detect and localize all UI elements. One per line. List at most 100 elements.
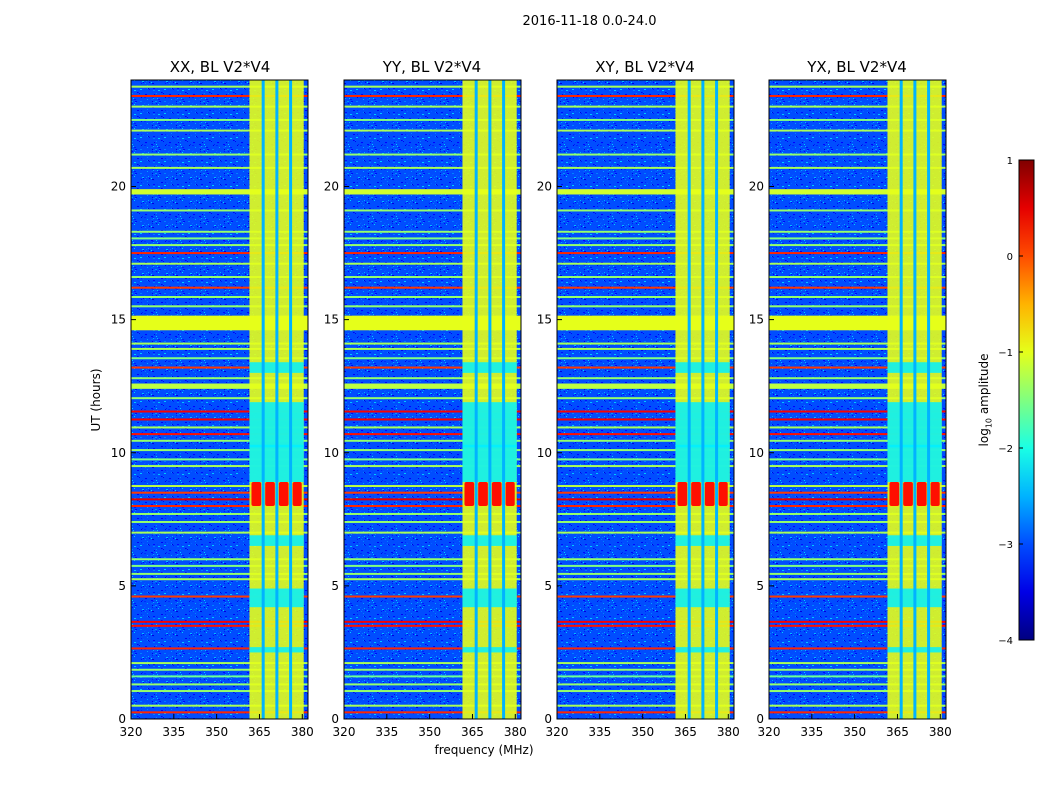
x-tick-label: 320 bbox=[120, 725, 143, 739]
rfi-line bbox=[131, 366, 308, 369]
rfi-line bbox=[131, 244, 308, 247]
rfi-line bbox=[557, 244, 734, 247]
rfi-line bbox=[344, 85, 521, 88]
rfi-line bbox=[344, 410, 521, 413]
channel-gap bbox=[275, 80, 279, 719]
channel-gap bbox=[899, 80, 903, 719]
channel-gap bbox=[502, 80, 506, 719]
rfi-line bbox=[131, 578, 308, 581]
rfi-line bbox=[344, 118, 521, 121]
rfi-line bbox=[131, 305, 308, 308]
rfi-line bbox=[344, 465, 521, 468]
rfi-line bbox=[769, 531, 946, 534]
rfi-line bbox=[131, 449, 308, 452]
rfi-band bbox=[344, 383, 521, 389]
x-tick-label: 365 bbox=[461, 725, 484, 739]
rfi-line bbox=[344, 237, 521, 240]
rfi-band bbox=[344, 189, 521, 195]
rfi-line bbox=[557, 105, 734, 108]
rfi-line bbox=[344, 491, 521, 494]
x-tick-label: 380 bbox=[291, 725, 314, 739]
rfi-line bbox=[557, 230, 734, 233]
rfi-line bbox=[557, 620, 734, 623]
rfi-line bbox=[131, 377, 308, 380]
y-tick-label: 10 bbox=[537, 446, 552, 460]
rfi-line bbox=[131, 465, 308, 468]
y-tick-label: 10 bbox=[749, 446, 764, 460]
rfi-line bbox=[769, 505, 946, 507]
rfi-line bbox=[344, 505, 521, 507]
rfi-line bbox=[344, 295, 521, 298]
rfi-line bbox=[557, 433, 734, 436]
rfi-line bbox=[557, 439, 734, 442]
y-tick-label: 0 bbox=[331, 712, 339, 726]
rfi-line bbox=[557, 505, 734, 507]
rfi-line bbox=[769, 578, 946, 581]
rfi-line bbox=[131, 704, 308, 707]
rfi-line bbox=[769, 105, 946, 108]
hot-block bbox=[677, 482, 688, 506]
rfi-line bbox=[769, 558, 946, 561]
rfi-line bbox=[769, 357, 946, 360]
rfi-line bbox=[557, 357, 734, 360]
rfi-line bbox=[769, 449, 946, 452]
rfi-line bbox=[131, 711, 308, 714]
rfi-line bbox=[131, 498, 308, 501]
rfi-line bbox=[344, 647, 521, 650]
rfi-line bbox=[131, 129, 308, 132]
x-tick-label: 365 bbox=[886, 725, 909, 739]
y-tick-label: 15 bbox=[749, 313, 764, 327]
y-tick-label: 5 bbox=[118, 579, 126, 593]
rfi-line bbox=[131, 595, 308, 598]
rfi-line bbox=[344, 166, 521, 169]
y-tick-label: 5 bbox=[756, 579, 764, 593]
rfi-line bbox=[344, 572, 521, 575]
rfi-line bbox=[131, 662, 308, 665]
rfi-line bbox=[769, 347, 946, 350]
rfi-line bbox=[344, 426, 521, 429]
y-tick-label: 15 bbox=[537, 313, 552, 327]
x-tick-label: 335 bbox=[588, 725, 611, 739]
rfi-line bbox=[557, 449, 734, 452]
rfi-line bbox=[131, 572, 308, 575]
rfi-line bbox=[344, 129, 521, 132]
rfi-line bbox=[344, 620, 521, 623]
x-tick-label: 380 bbox=[504, 725, 527, 739]
hot-block bbox=[464, 482, 475, 506]
rfi-line bbox=[344, 305, 521, 308]
panel-2: 320 335 350 365 380 0 5 10 15 20 bbox=[537, 79, 740, 739]
rfi-line bbox=[557, 237, 734, 240]
colorbar bbox=[1018, 159, 1035, 641]
y-tick-label: 20 bbox=[111, 180, 126, 194]
rfi-line bbox=[557, 153, 734, 156]
rfi-band bbox=[131, 189, 308, 195]
rfi-line bbox=[344, 252, 521, 255]
channel-gap bbox=[261, 80, 265, 719]
rfi-line bbox=[557, 252, 734, 255]
rfi-line bbox=[131, 347, 308, 350]
panel-3: 320 335 350 365 380 0 5 10 15 20 bbox=[749, 79, 952, 739]
rfi-line bbox=[344, 286, 521, 289]
rfi-line bbox=[769, 520, 946, 523]
colorbar-tick-label: −1 bbox=[998, 348, 1013, 359]
rfi-line bbox=[344, 209, 521, 212]
x-tick-label: 335 bbox=[162, 725, 185, 739]
rfi-line bbox=[769, 620, 946, 623]
rfi-line bbox=[344, 377, 521, 380]
y-tick-label: 10 bbox=[324, 446, 339, 460]
rfi-line bbox=[344, 564, 521, 567]
y-tick-label: 20 bbox=[537, 180, 552, 194]
channel-gap bbox=[474, 80, 478, 719]
rfi-line bbox=[769, 433, 946, 436]
rfi-line bbox=[344, 433, 521, 436]
rfi-line bbox=[769, 366, 946, 369]
rfi-line bbox=[769, 624, 946, 627]
rfi-line bbox=[557, 85, 734, 88]
rfi-line bbox=[557, 305, 734, 308]
rfi-line bbox=[131, 237, 308, 240]
rfi-line bbox=[131, 295, 308, 298]
rfi-line bbox=[769, 595, 946, 598]
rfi-line bbox=[344, 397, 521, 400]
rfi-line bbox=[344, 230, 521, 233]
x-tick-label: 350 bbox=[631, 725, 654, 739]
